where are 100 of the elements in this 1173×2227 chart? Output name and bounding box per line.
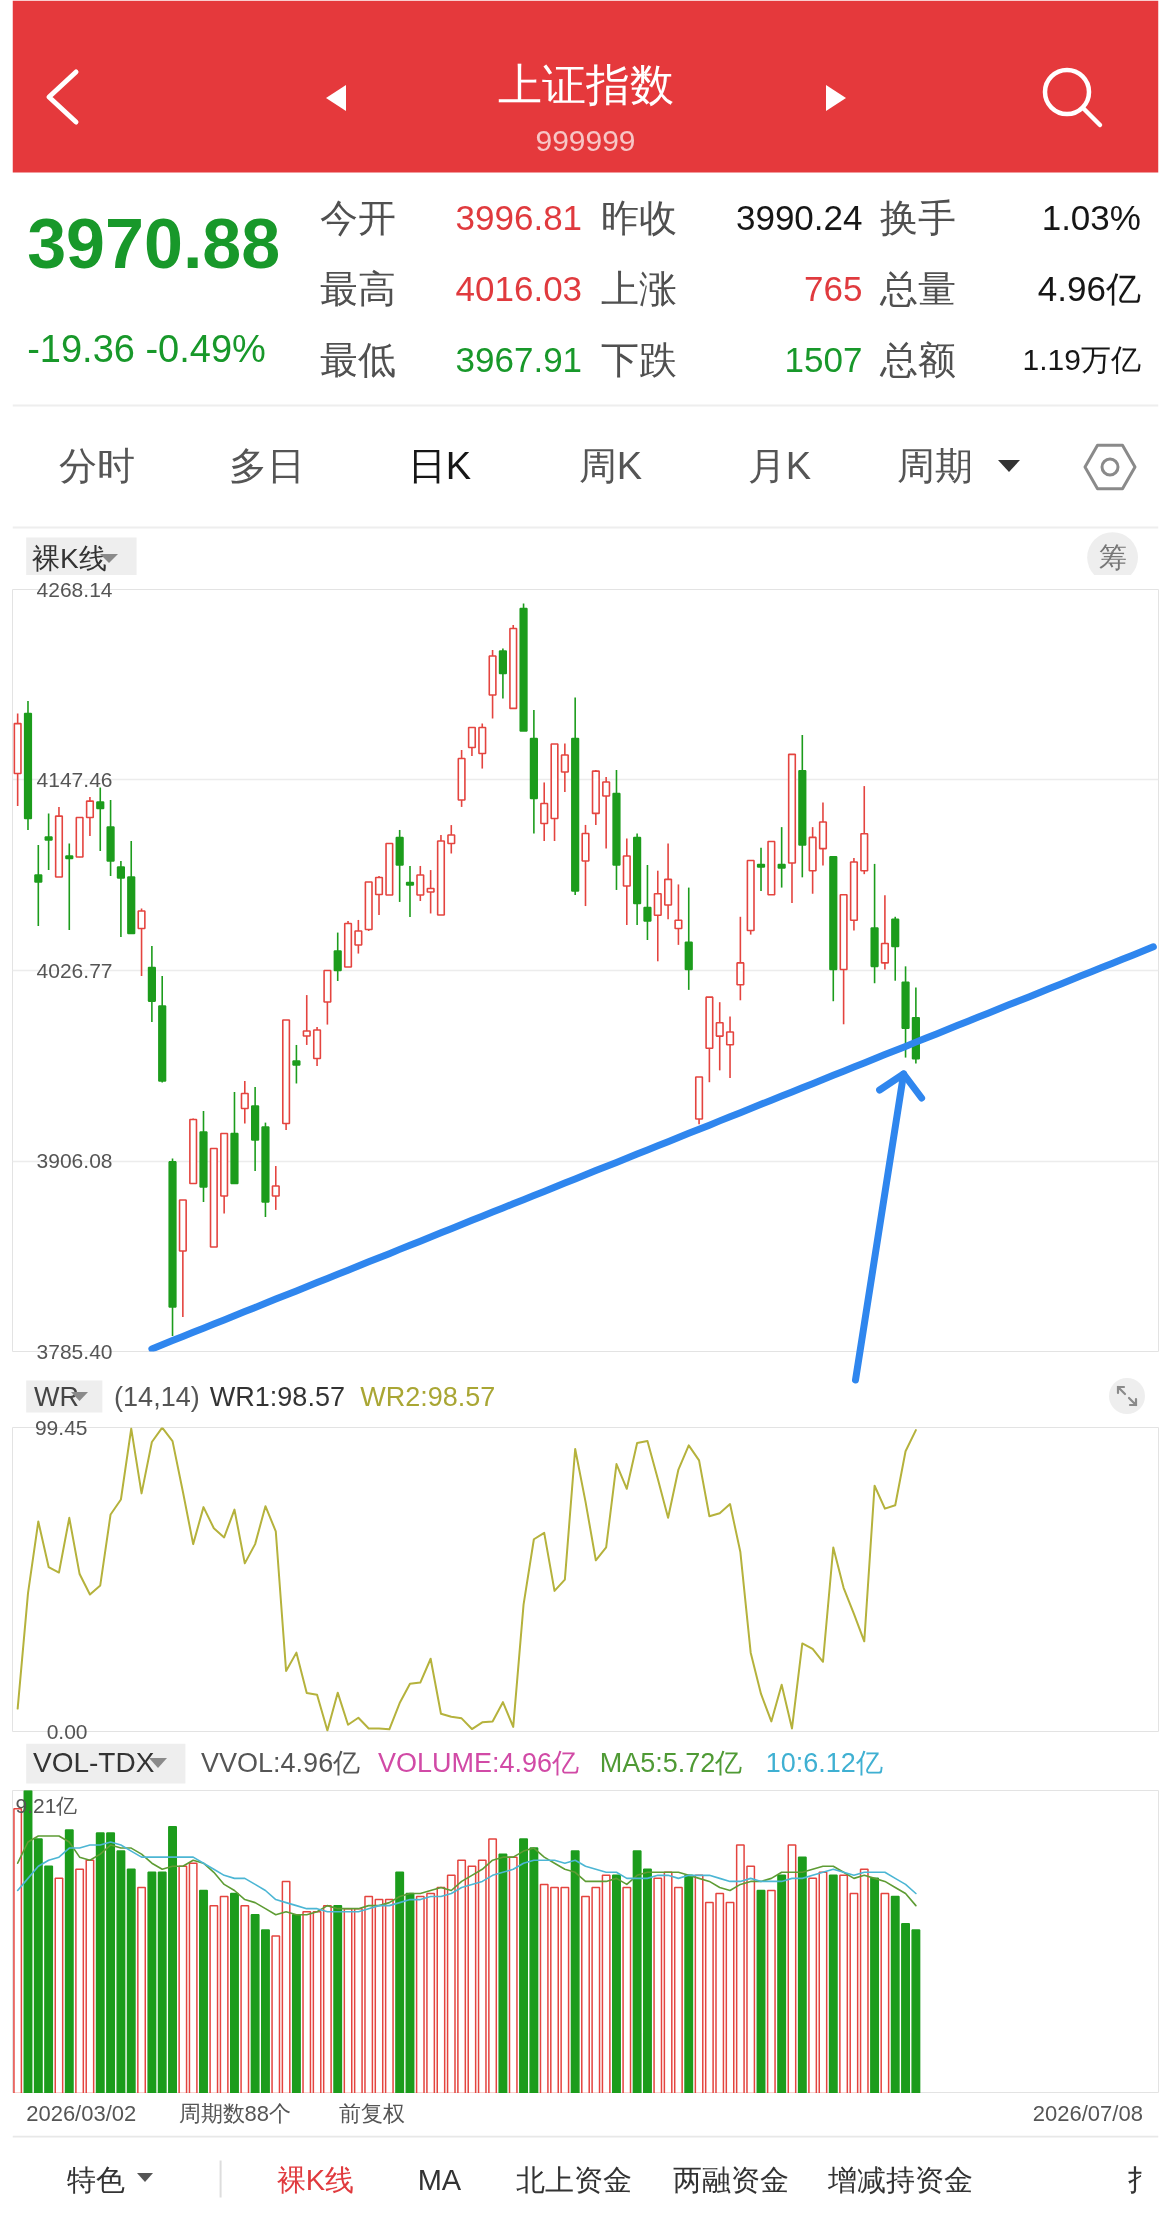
bar (126, 1868, 136, 2093)
candlestick (240, 1080, 249, 1125)
bar (570, 1850, 580, 2093)
y-tick-label: 3785.40 (36, 1339, 113, 1363)
candlestick (96, 786, 105, 852)
candlestick (34, 844, 43, 927)
bar (756, 1889, 766, 2093)
text: 日K (407, 444, 472, 487)
text: 4016.03 (455, 268, 583, 308)
bar (291, 1913, 301, 2093)
candlestick (725, 1015, 735, 1079)
candlestick (777, 826, 786, 889)
text: 前复权 (338, 2101, 405, 2126)
bar (178, 1865, 188, 2093)
text: (14,14) (114, 1381, 200, 1412)
bar (653, 1877, 663, 2093)
text: 上涨 (600, 267, 677, 310)
text: 最低 (320, 338, 397, 381)
bar (622, 1886, 632, 2093)
bar (147, 1871, 157, 2093)
candlestick (116, 860, 126, 938)
text: 多日 (228, 444, 305, 487)
text: 月K (747, 444, 812, 487)
candlestick (560, 742, 569, 793)
text: 2026/07/08 (1032, 2101, 1143, 2126)
bar (684, 1874, 694, 2093)
text: 4.96亿 (1037, 269, 1141, 308)
y-tick-label: 99.45 (34, 1415, 88, 1439)
text: 周期数88个 (178, 2101, 292, 2126)
text: 昨收 (600, 196, 677, 239)
candlestick (65, 842, 74, 931)
candlestick (374, 875, 384, 916)
bar (54, 1877, 64, 2093)
bar (240, 1904, 250, 2093)
bar (64, 1829, 74, 2093)
bar (828, 1874, 838, 2093)
bar (230, 1892, 239, 2093)
text: 3990.24 (735, 197, 863, 237)
bar (302, 1910, 312, 2093)
text: 换手 (880, 196, 957, 239)
text: WR (33, 1381, 79, 1412)
text: 1.19万亿 (1022, 343, 1141, 376)
candlestick (271, 1165, 280, 1211)
text: WR1:98.57 (209, 1381, 345, 1412)
bar (870, 1877, 880, 2093)
text: 今开 (320, 196, 397, 239)
bar (612, 1874, 621, 2093)
bar (880, 1892, 890, 2093)
text: 裸K线 (276, 2163, 355, 2196)
bar (333, 1904, 343, 2093)
bar (601, 1874, 611, 2093)
text: 1507 (784, 339, 863, 379)
candlestick (643, 864, 652, 941)
candlestick (736, 915, 745, 1002)
text: 3967.91 (455, 339, 583, 379)
text: MA5:5.72亿 (599, 1747, 743, 1778)
text: VVOL:4.96亿 (201, 1747, 361, 1778)
text: VOL-TDX (33, 1747, 155, 1778)
text: 周期 (896, 444, 973, 487)
text: 特色 (66, 2163, 125, 2196)
candlestick (292, 1044, 301, 1085)
bar (137, 1886, 147, 2093)
y-tick-label: 4026.77 (36, 958, 113, 982)
text: 1.03% (1041, 198, 1141, 237)
text: 筹 (1098, 542, 1127, 573)
candlestick (447, 824, 456, 855)
bar (498, 1853, 508, 2093)
text: 3996.81 (455, 197, 583, 237)
y-tick-label: 0.00 (46, 1719, 88, 1743)
bar (281, 1880, 291, 2093)
text: 765 (804, 268, 863, 308)
text: MA (417, 2163, 462, 2196)
candlestick (302, 994, 311, 1046)
y-tick-label: 3906.08 (36, 1149, 113, 1173)
text: 分时 (58, 444, 135, 487)
text: 两融资金 (672, 2163, 789, 2196)
bar (797, 1856, 807, 2093)
bar (508, 1856, 518, 2093)
text: 最高 (320, 267, 397, 310)
text: 3970.88 (27, 205, 281, 283)
candlestick (405, 865, 415, 918)
candlestick (467, 726, 477, 757)
y-tick-label: 4268.14 (36, 577, 113, 601)
bar (395, 1871, 405, 2093)
candlestick (416, 865, 425, 902)
text: 2026/03/02 (26, 2101, 137, 2126)
bar (271, 1935, 281, 2093)
candlestick (354, 919, 363, 955)
candlestick (540, 781, 549, 842)
text: 下跌 (600, 338, 677, 381)
candlestick (674, 883, 683, 946)
candlestick (426, 869, 435, 915)
text: 扌 (1127, 2163, 1157, 2196)
text: 周K (578, 444, 643, 487)
text: VOLUME:4.96亿 (377, 1747, 579, 1778)
candlestick (602, 776, 611, 850)
bar (384, 1898, 394, 2093)
bar (859, 1868, 869, 2093)
text: 总额 (879, 338, 957, 381)
candlestick (653, 869, 662, 963)
